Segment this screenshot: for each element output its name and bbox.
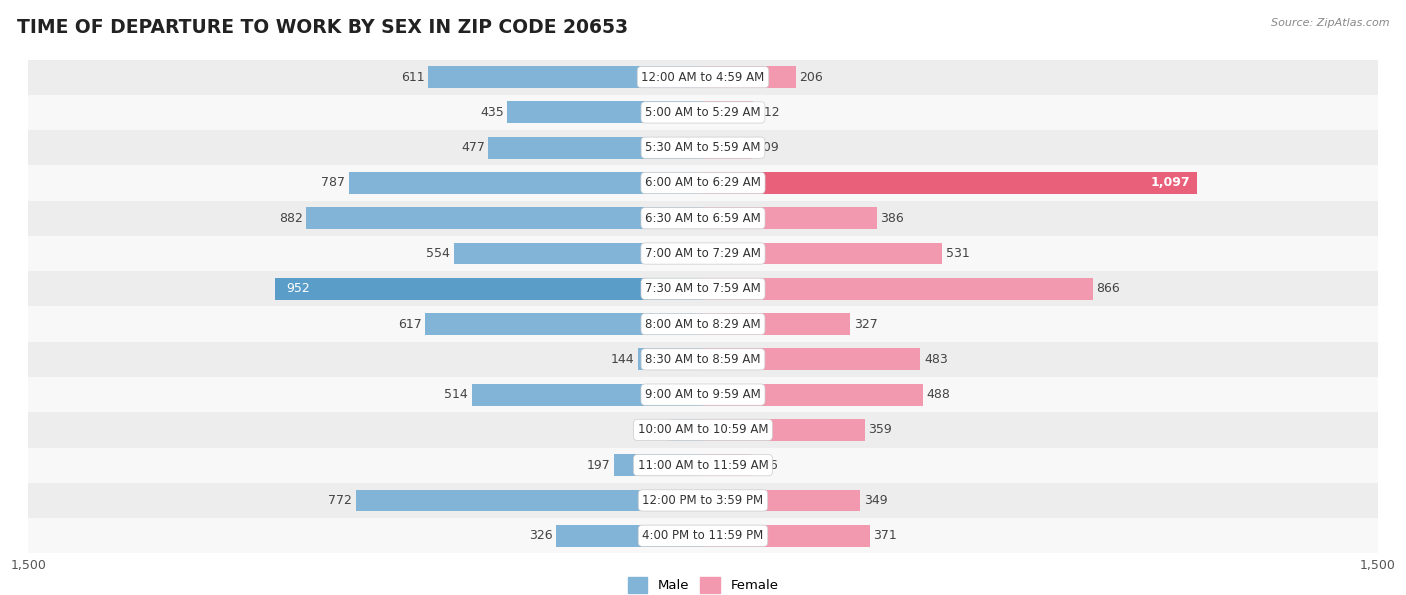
Bar	[703, 490, 860, 511]
Text: 349: 349	[863, 494, 887, 507]
Text: TIME OF DEPARTURE TO WORK BY SEX IN ZIP CODE 20653: TIME OF DEPARTURE TO WORK BY SEX IN ZIP …	[17, 18, 628, 37]
Bar	[488, 137, 703, 159]
Text: 6:30 AM to 6:59 AM: 6:30 AM to 6:59 AM	[645, 212, 761, 225]
Legend: Male, Female: Male, Female	[623, 572, 783, 595]
Bar	[28, 377, 1378, 412]
Text: Source: ZipAtlas.com: Source: ZipAtlas.com	[1271, 18, 1389, 28]
Text: 11:00 AM to 11:59 AM: 11:00 AM to 11:59 AM	[638, 459, 768, 472]
Bar	[28, 342, 1378, 377]
Text: 8:00 AM to 8:29 AM: 8:00 AM to 8:29 AM	[645, 318, 761, 331]
Text: 12:00 PM to 3:59 PM: 12:00 PM to 3:59 PM	[643, 494, 763, 507]
Bar	[28, 483, 1378, 518]
Bar	[427, 66, 703, 88]
Text: 6:00 AM to 6:29 AM: 6:00 AM to 6:29 AM	[645, 177, 761, 189]
Bar	[472, 384, 703, 406]
Text: 7:30 AM to 7:59 AM: 7:30 AM to 7:59 AM	[645, 282, 761, 295]
Text: 12:00 AM to 4:59 AM: 12:00 AM to 4:59 AM	[641, 71, 765, 84]
Bar	[703, 525, 870, 547]
Text: 8:30 AM to 8:59 AM: 8:30 AM to 8:59 AM	[645, 353, 761, 366]
Text: 197: 197	[588, 459, 610, 472]
Text: 9:00 AM to 9:59 AM: 9:00 AM to 9:59 AM	[645, 388, 761, 401]
Text: 386: 386	[880, 212, 904, 225]
Bar	[274, 278, 703, 300]
Bar	[703, 384, 922, 406]
Text: 611: 611	[401, 71, 425, 84]
Text: 435: 435	[479, 106, 503, 119]
Text: 787: 787	[322, 177, 346, 189]
Text: 327: 327	[853, 318, 877, 331]
Text: 112: 112	[756, 106, 780, 119]
Bar	[669, 419, 703, 441]
Bar	[28, 201, 1378, 236]
Text: 76: 76	[650, 424, 665, 436]
Text: 206: 206	[799, 71, 823, 84]
Bar	[508, 102, 703, 123]
Bar	[703, 102, 754, 123]
Bar	[703, 454, 751, 476]
Text: 477: 477	[461, 141, 485, 154]
Bar	[557, 525, 703, 547]
Text: 371: 371	[873, 529, 897, 542]
Bar	[28, 518, 1378, 553]
Text: 866: 866	[1097, 282, 1121, 295]
Text: 5:30 AM to 5:59 AM: 5:30 AM to 5:59 AM	[645, 141, 761, 154]
Bar	[426, 313, 703, 335]
Bar	[454, 243, 703, 264]
Bar	[703, 278, 1092, 300]
Text: 4:00 PM to 11:59 PM: 4:00 PM to 11:59 PM	[643, 529, 763, 542]
Bar	[356, 490, 703, 511]
Text: 106: 106	[754, 459, 778, 472]
Text: 109: 109	[755, 141, 779, 154]
Text: 359: 359	[868, 424, 891, 436]
Text: 10:00 AM to 10:59 AM: 10:00 AM to 10:59 AM	[638, 424, 768, 436]
Text: 772: 772	[328, 494, 352, 507]
Bar	[703, 419, 865, 441]
Bar	[703, 313, 851, 335]
Text: 531: 531	[945, 247, 969, 260]
Text: 7:00 AM to 7:29 AM: 7:00 AM to 7:29 AM	[645, 247, 761, 260]
Bar	[28, 130, 1378, 165]
Bar	[28, 271, 1378, 306]
Bar	[28, 60, 1378, 95]
Bar	[28, 447, 1378, 483]
Text: 488: 488	[927, 388, 950, 401]
Text: 1,097: 1,097	[1150, 177, 1189, 189]
Text: 554: 554	[426, 247, 450, 260]
Text: 617: 617	[398, 318, 422, 331]
Bar	[703, 349, 921, 370]
Bar	[349, 172, 703, 194]
Text: 144: 144	[612, 353, 634, 366]
Text: 5:00 AM to 5:29 AM: 5:00 AM to 5:29 AM	[645, 106, 761, 119]
Bar	[638, 349, 703, 370]
Bar	[703, 137, 752, 159]
Bar	[703, 66, 796, 88]
Bar	[28, 306, 1378, 342]
Bar	[703, 207, 877, 229]
Text: 326: 326	[529, 529, 553, 542]
Text: 882: 882	[278, 212, 302, 225]
Bar	[28, 236, 1378, 271]
Bar	[28, 95, 1378, 130]
Text: 952: 952	[285, 282, 309, 295]
Bar	[703, 172, 1197, 194]
Bar	[614, 454, 703, 476]
Bar	[703, 243, 942, 264]
Bar	[28, 412, 1378, 447]
Bar	[307, 207, 703, 229]
Text: 483: 483	[924, 353, 948, 366]
Bar	[28, 165, 1378, 201]
Text: 514: 514	[444, 388, 468, 401]
